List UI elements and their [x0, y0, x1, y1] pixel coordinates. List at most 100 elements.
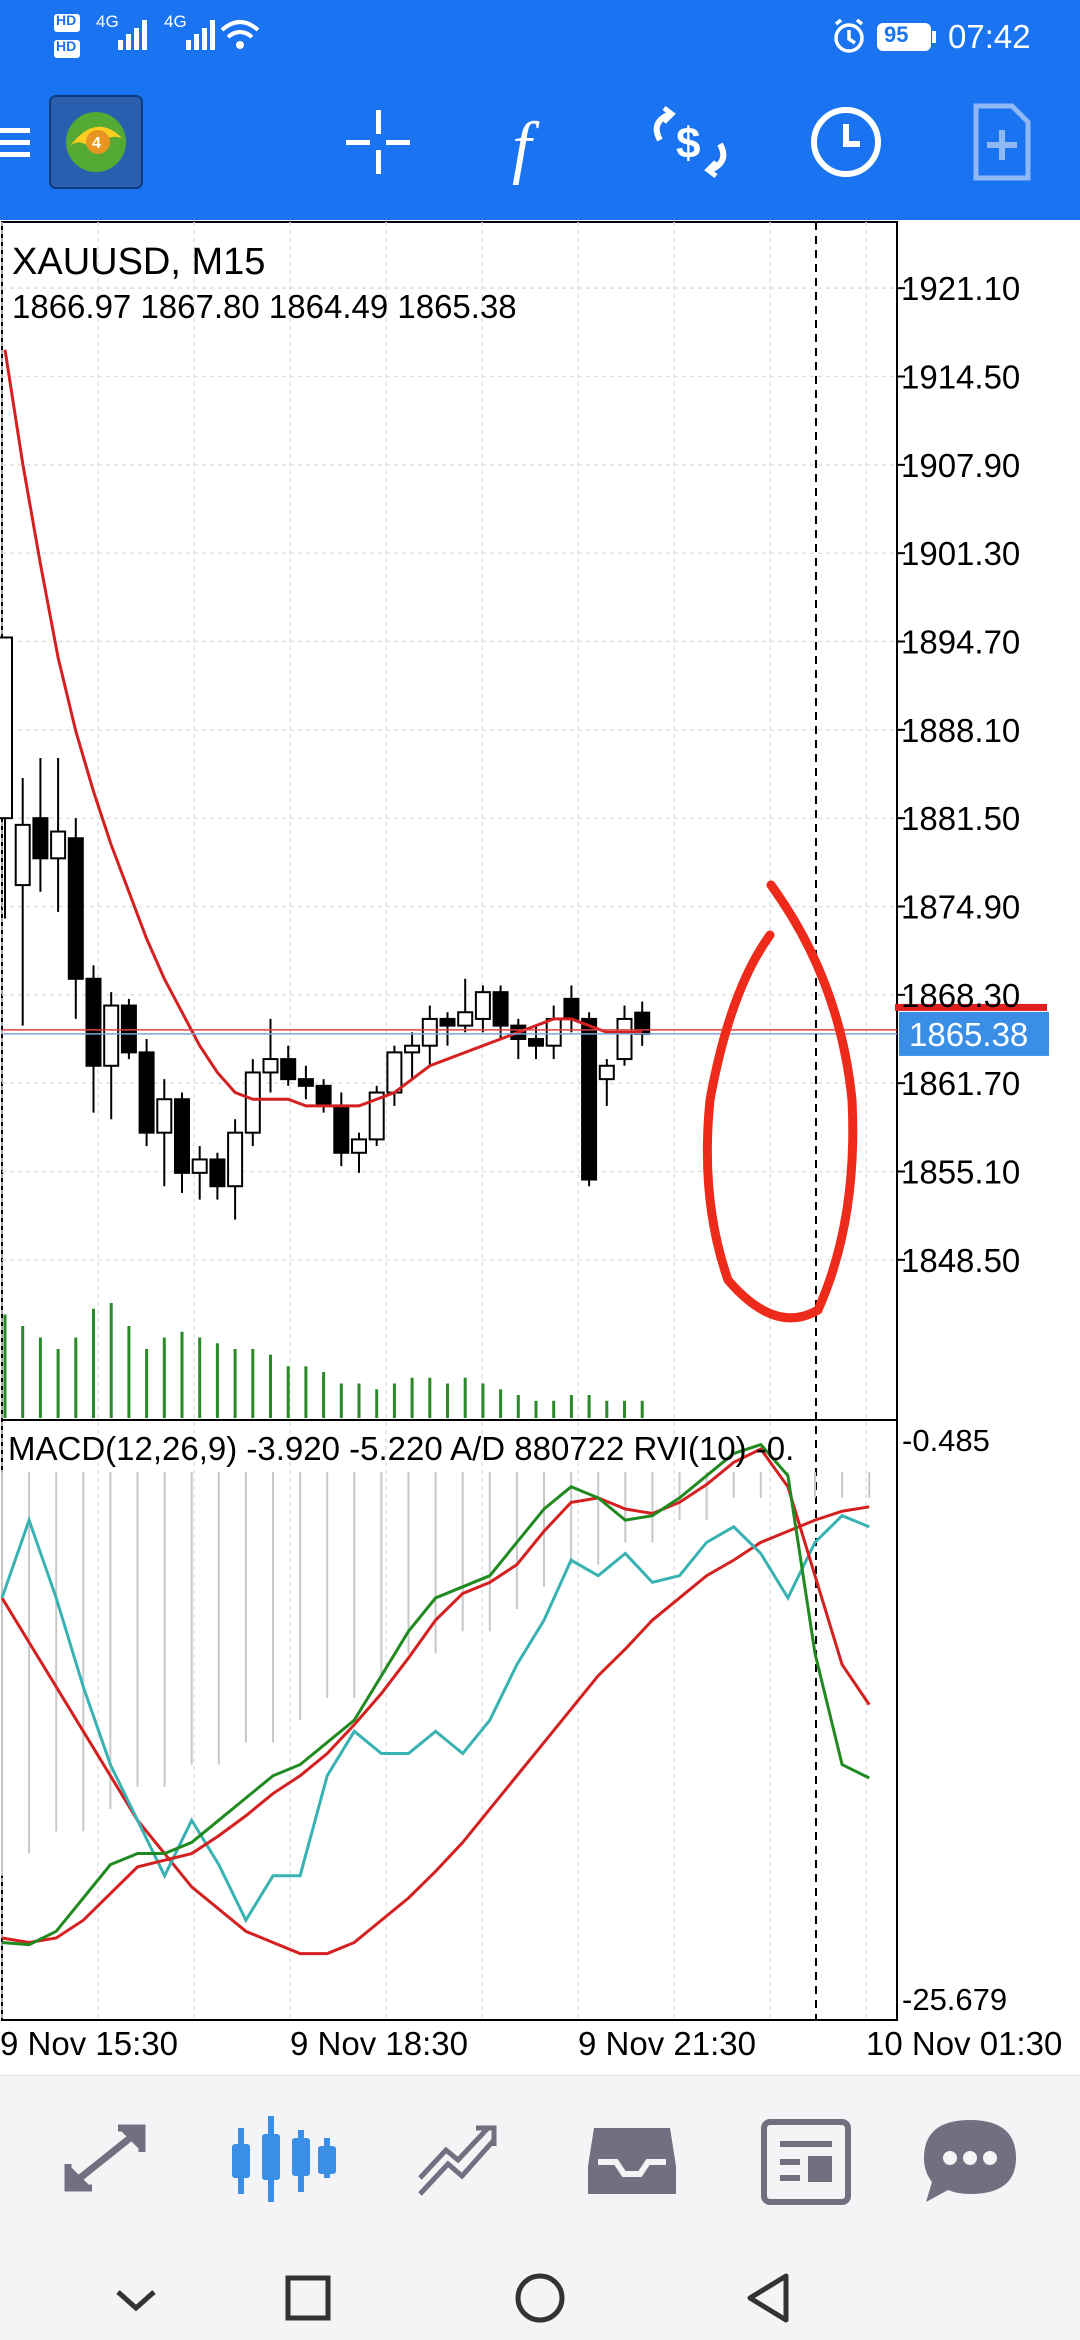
candle-body	[598, 1064, 615, 1081]
signal-2-icon	[186, 20, 215, 50]
signal-1-icon	[118, 20, 147, 50]
candle-body	[174, 1098, 190, 1174]
status-bar: HD HD 4G 4G 95 07:42	[0, 0, 1080, 72]
hd-badge-icon	[54, 14, 80, 32]
candle-body	[50, 830, 67, 860]
candle-body	[0, 636, 13, 820]
menu-button[interactable]	[0, 92, 40, 192]
macd-main-line	[1, 1447, 871, 1944]
time-label: 9 Nov 15:30	[0, 2025, 178, 2062]
bottom-nav	[0, 2075, 1080, 2261]
metatrader-logo: 4	[48, 94, 144, 190]
function-label: f	[512, 109, 540, 186]
tab-quotes[interactable]	[50, 2106, 170, 2216]
clock: 07:42	[948, 18, 1031, 55]
alarm-icon	[834, 18, 864, 53]
status-icons	[54, 14, 936, 58]
square-icon	[285, 2275, 331, 2321]
circle-icon	[515, 2273, 565, 2323]
candle-body	[439, 1017, 456, 1027]
price-label: 1874.90	[901, 889, 1020, 926]
inbox-icon	[588, 2128, 676, 2194]
new-order-button[interactable]	[952, 92, 1052, 192]
indicators-button[interactable]: f	[484, 92, 584, 192]
quotes-icon	[64, 2124, 146, 2192]
network-label: 4G	[164, 12, 187, 31]
battery-level: 95	[884, 22, 909, 47]
chart-area[interactable]: 1865.38 1921.10 1914.50 1907.90 1901.30 1894…	[0, 220, 1080, 2075]
time-label: 9 Nov 18:30	[290, 2025, 468, 2062]
price-label: 1848.50	[901, 1242, 1020, 1279]
hd-label: HD	[56, 12, 77, 28]
price-label: 1888.10	[901, 712, 1020, 749]
candle-body	[474, 991, 491, 1020]
candle-body	[528, 1038, 544, 1047]
current-price-label: 1865.38	[909, 1016, 1028, 1053]
price-label: 1901.30	[901, 535, 1020, 572]
tab-history[interactable]	[572, 2106, 692, 2216]
candle-body	[315, 1084, 332, 1107]
candle-body	[85, 977, 102, 1067]
candle-body	[209, 1158, 226, 1188]
price-label: 1855.10	[901, 1154, 1020, 1191]
candle-body	[191, 1158, 208, 1174]
candle-body	[457, 1011, 474, 1027]
ask-price-marker	[895, 1003, 1047, 1011]
hd-label: HD	[56, 38, 77, 54]
chart-frame	[1, 221, 898, 2021]
tab-messages[interactable]	[910, 2106, 1030, 2216]
price-label: 1894.70	[901, 624, 1020, 661]
tab-chart[interactable]	[224, 2106, 344, 2216]
price-chart[interactable]: 1865.38 1921.10 1914.50 1907.90 1901.30 1894…	[0, 220, 1080, 2075]
candle-body	[14, 823, 31, 887]
home-button[interactable]	[500, 2270, 580, 2330]
time-label: 10 Nov 01:30	[866, 2025, 1062, 2062]
candle-body	[67, 837, 84, 980]
tab-news[interactable]	[746, 2106, 866, 2216]
price-label: 1914.50	[901, 359, 1020, 396]
hd-badge-icon	[54, 40, 80, 58]
crosshair-icon	[346, 110, 410, 174]
back-button[interactable]	[730, 2270, 810, 2330]
candle-body	[333, 1104, 350, 1154]
timeframe-button[interactable]	[796, 92, 896, 192]
candle-body	[103, 1004, 120, 1067]
candle-body	[262, 1058, 279, 1074]
indicator-label: MACD(12,26,9) -3.920 -5.220 A/D 880722 R…	[8, 1430, 794, 1467]
news-icon	[761, 2119, 851, 2205]
network-label: 4G	[96, 12, 119, 31]
moving-average-line	[3, 349, 643, 1108]
recents-button[interactable]	[268, 2270, 348, 2330]
candle-body	[280, 1058, 297, 1081]
timeframe-icon	[811, 107, 881, 177]
candle-body	[32, 817, 49, 860]
candle-body	[616, 1017, 633, 1061]
back-triangle-icon	[747, 2273, 789, 2323]
candle-body	[404, 1044, 421, 1054]
candle-body	[563, 997, 580, 1020]
svg-text:4: 4	[92, 135, 101, 152]
price-label: 1868.30	[901, 977, 1020, 1014]
indicator-max-label: -0.485	[902, 1423, 990, 1458]
chart-icon	[232, 2116, 336, 2202]
candle-body	[120, 1004, 137, 1054]
indicator-min-label: -25.679	[902, 1982, 1007, 2017]
trade-button[interactable]: $	[640, 92, 740, 192]
menu-icon	[0, 128, 30, 157]
candle-body	[297, 1078, 314, 1087]
new-order-icon	[973, 103, 1031, 181]
time-label: 9 Nov 21:30	[578, 2025, 756, 2062]
indicators-icon: f	[512, 109, 540, 186]
tab-trade[interactable]	[398, 2106, 518, 2216]
chevron-down-icon	[116, 2290, 156, 2312]
candle-body	[156, 1098, 173, 1134]
candle-body	[581, 1017, 598, 1181]
collapse-button[interactable]	[96, 2270, 176, 2330]
svg-text:$: $	[676, 119, 700, 168]
battery-icon	[877, 23, 936, 51]
crosshair-button[interactable]	[328, 92, 428, 192]
candle-body	[351, 1138, 367, 1154]
candle-body	[368, 1091, 385, 1141]
trade-icon: $	[653, 106, 727, 178]
current-price-tag	[899, 1011, 1049, 1056]
